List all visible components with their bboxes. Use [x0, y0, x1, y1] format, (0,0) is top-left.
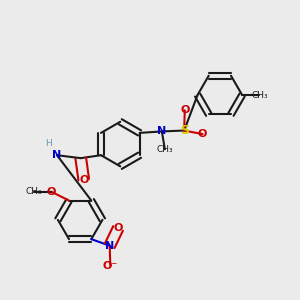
Text: N: N: [52, 150, 62, 160]
Text: O: O: [46, 187, 56, 196]
Text: O: O: [198, 129, 207, 139]
Text: CH₃: CH₃: [26, 187, 42, 196]
Text: H: H: [45, 140, 51, 148]
Text: CH₃: CH₃: [251, 91, 268, 100]
Text: O: O: [180, 105, 189, 115]
Text: O: O: [113, 224, 123, 233]
Text: CH₃: CH₃: [157, 145, 173, 154]
Text: N: N: [157, 126, 167, 136]
Text: O⁻: O⁻: [103, 261, 118, 271]
Text: N: N: [105, 241, 114, 251]
Text: O: O: [79, 175, 88, 184]
Text: S: S: [180, 124, 189, 137]
